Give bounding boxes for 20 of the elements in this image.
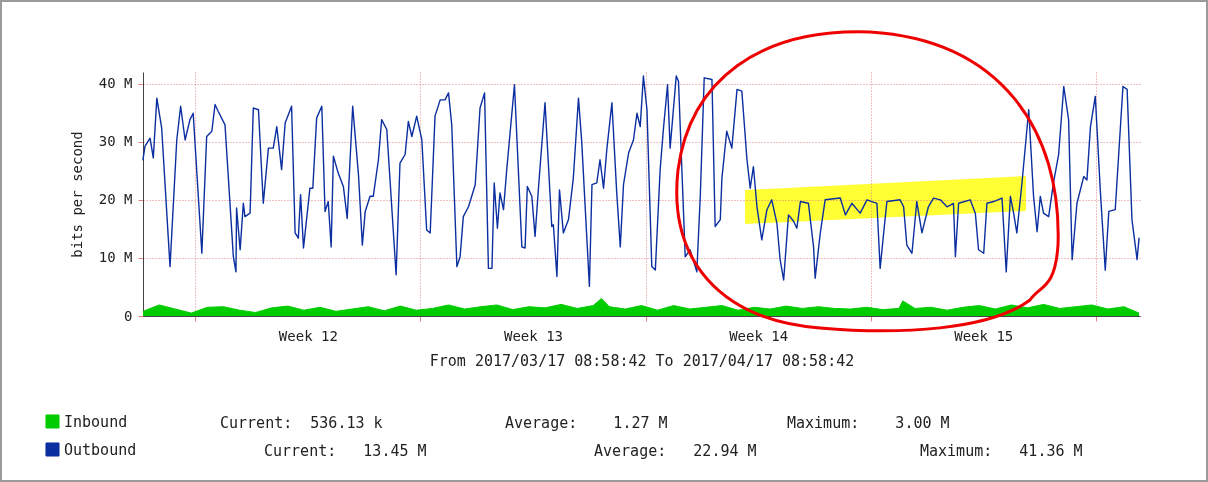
y-tick-label: 30 M xyxy=(98,133,133,150)
line-series xyxy=(142,75,1140,288)
legend-label: Outbound xyxy=(64,440,137,459)
legend-label: Inbound xyxy=(64,412,128,431)
x-tick-label: Week 12 xyxy=(278,327,338,344)
text: Maximum: 41.36 M xyxy=(920,442,1083,460)
y-tick-label: 0 xyxy=(124,307,133,324)
text: Maximum: 3.00 M xyxy=(787,414,950,432)
x-axis-title: From 2017/03/17 08:58:42 To 2017/04/17 08:58:42 xyxy=(429,351,855,370)
y-tick-label: 20 M xyxy=(98,191,133,208)
x-tick-label: Week 13 xyxy=(503,327,564,344)
x-tick-label: Week 15 xyxy=(954,327,1014,344)
y-tick-label: 40 M xyxy=(98,75,133,92)
y-tick-label: 10 M xyxy=(98,249,133,266)
text: Current: 13.45 M xyxy=(264,442,427,460)
text: Current: 536.13 k xyxy=(220,414,383,432)
x-tick-label: Week 14 xyxy=(729,327,789,344)
text: Average: 1.27 M xyxy=(505,414,668,432)
text: Average: 22.94 M xyxy=(594,442,757,460)
y-axis-title: bits per second xyxy=(68,131,85,258)
